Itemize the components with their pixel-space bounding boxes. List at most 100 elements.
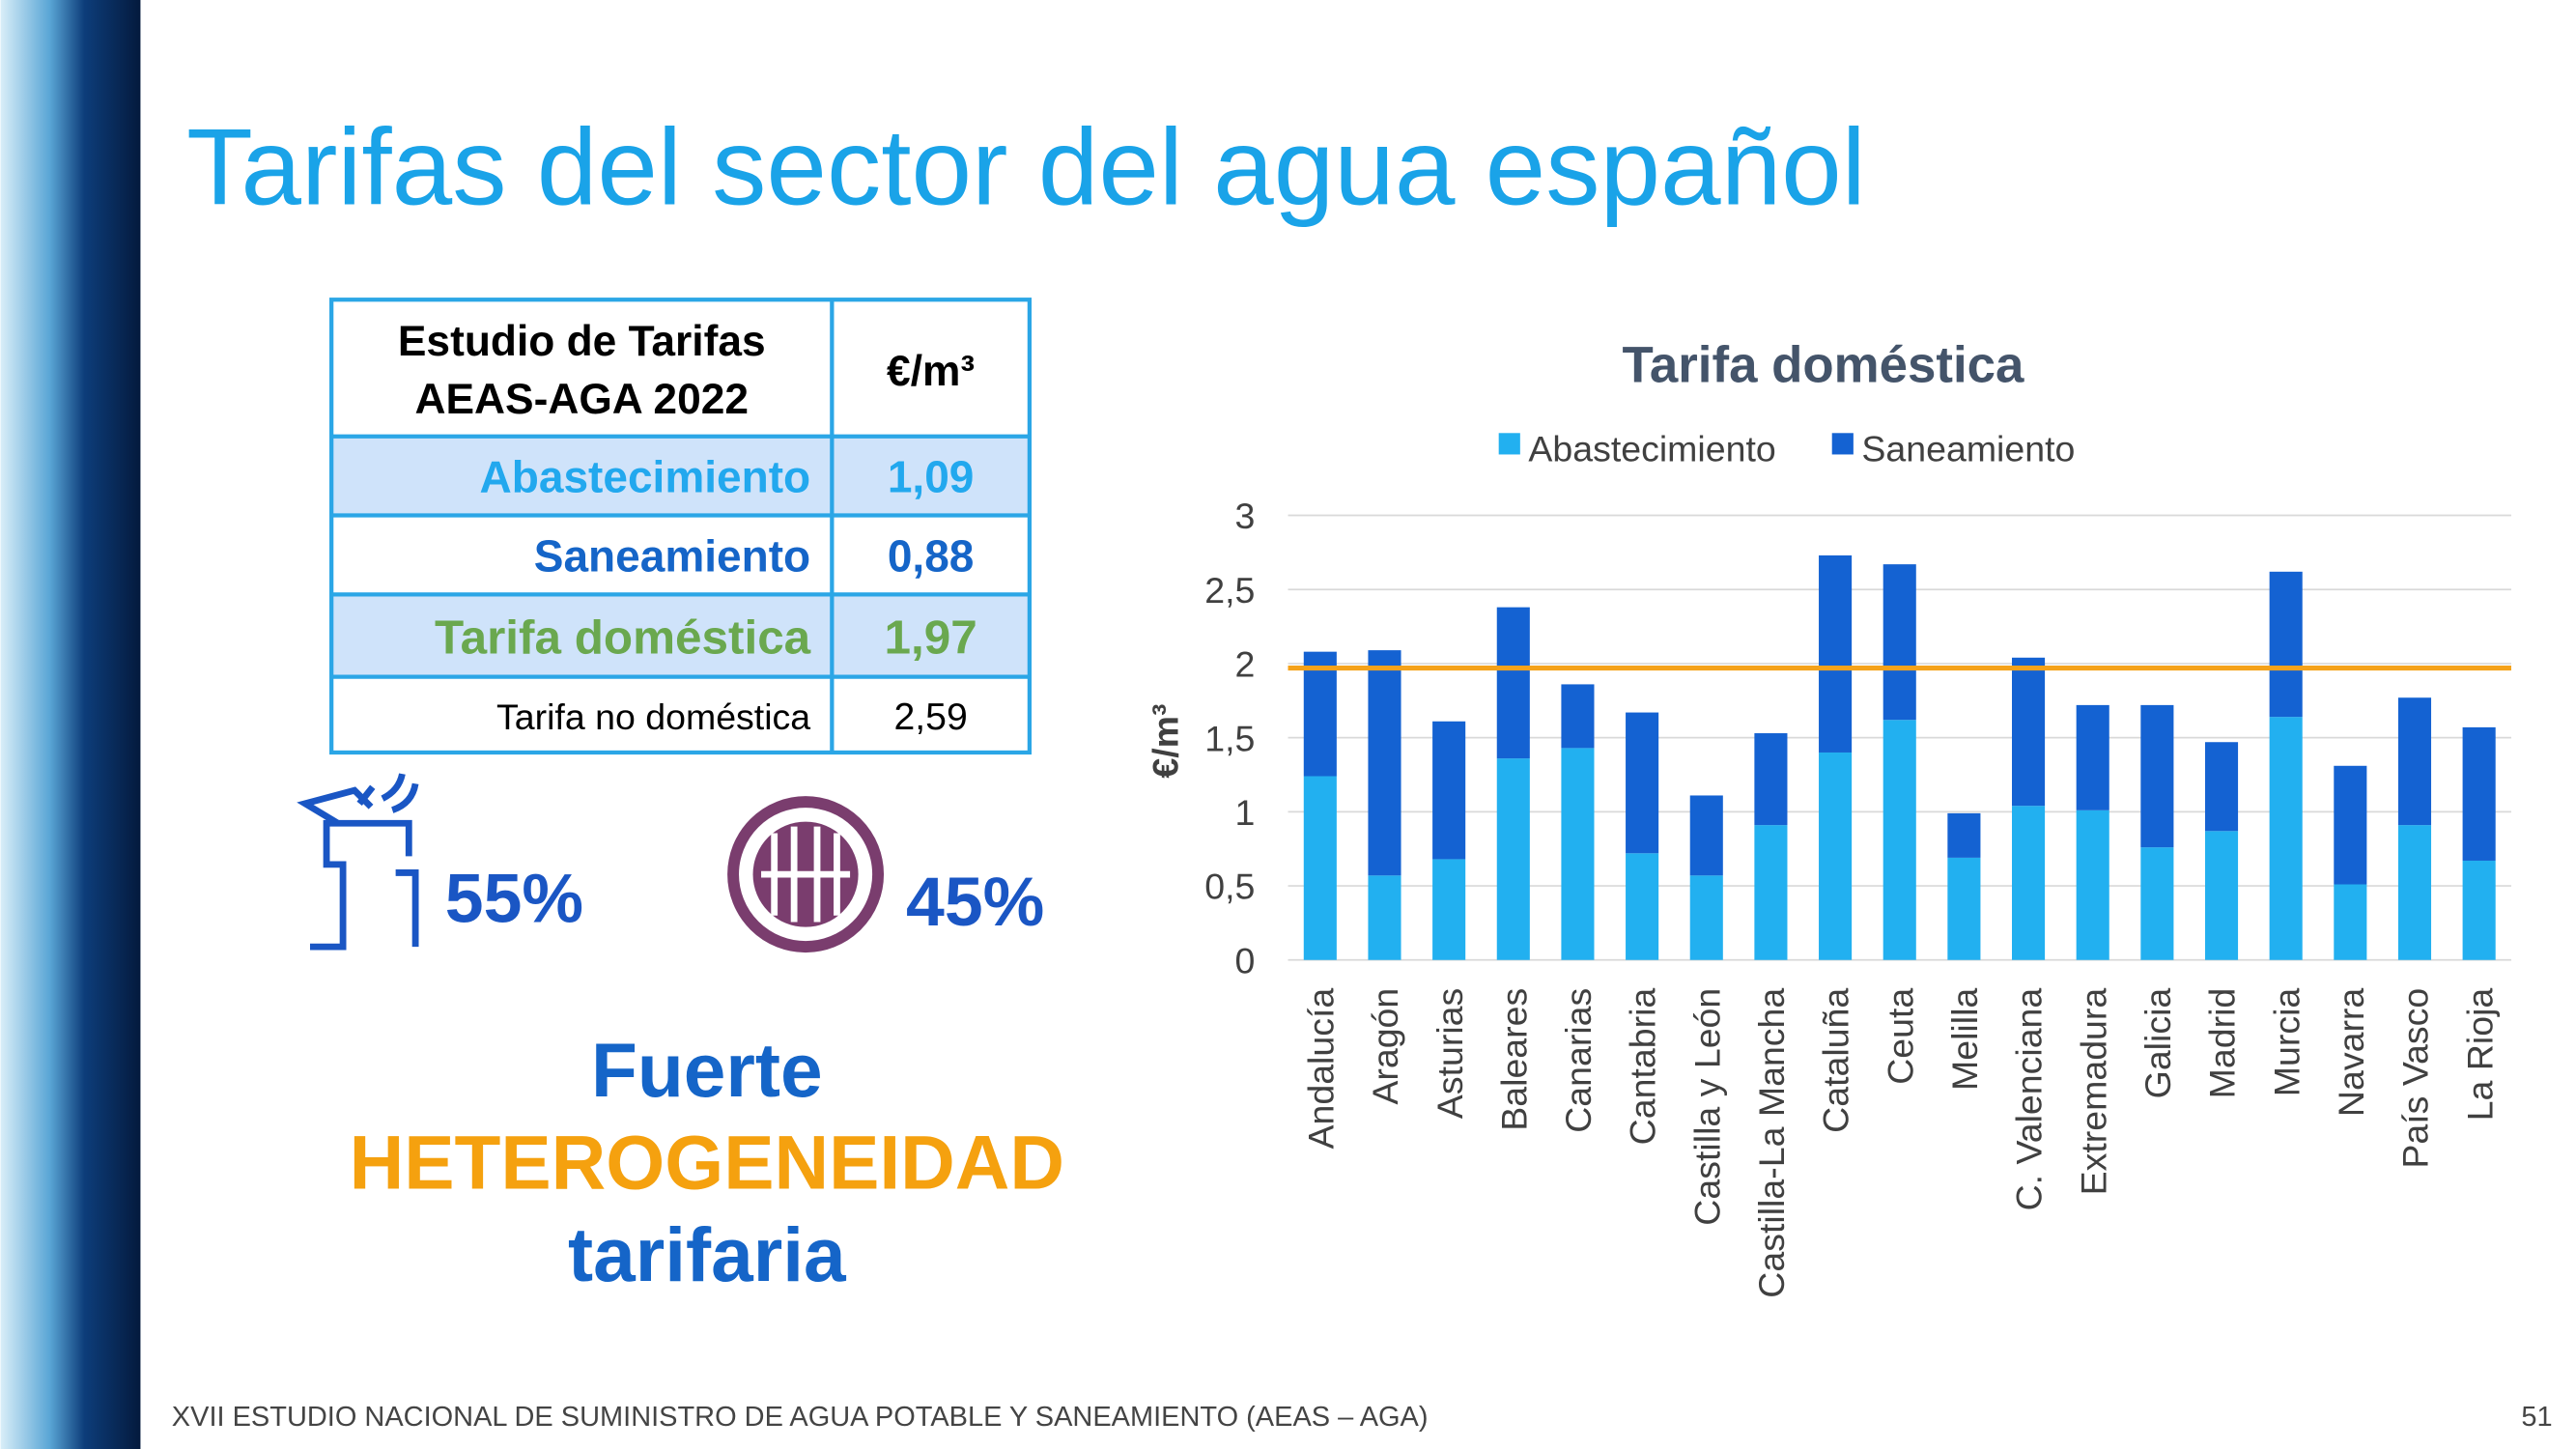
bar-segment [2204, 831, 2239, 960]
bar-segment [2140, 847, 2174, 960]
callout-text: Fuerte [591, 1028, 823, 1113]
bar-segment [1561, 684, 1595, 749]
table-unit-header: €/m³ [887, 348, 975, 395]
legend-swatch [1498, 433, 1520, 455]
bar-segment [1368, 650, 1401, 876]
bar-segment [1754, 733, 1788, 826]
bar-segment [1882, 720, 1916, 960]
x-tick-label: Baleares [1493, 988, 1534, 1131]
x-tick-label: País Vasco [2395, 988, 2436, 1169]
table-header: AEAS-AGA 2022 [415, 376, 749, 423]
bar-segment [1496, 607, 1530, 759]
x-tick-label: Cantabria [1623, 988, 1663, 1146]
x-tick-label: Andalucía [1300, 988, 1341, 1150]
bar-segment [2397, 697, 2432, 826]
bar-segment [2269, 717, 2303, 960]
footer: XVII ESTUDIO NACIONAL DE SUMINISTRO DE A… [172, 1402, 1429, 1433]
bar-segment [1754, 825, 1788, 960]
bar-segment [1368, 875, 1401, 960]
bar-segment [2204, 742, 2239, 832]
x-tick-label: Melilla [1944, 988, 1985, 1091]
bar-segment [1561, 748, 1595, 960]
x-tick-label: Ceuta [1880, 988, 1920, 1085]
y-tick-label: 2,5 [1204, 570, 1255, 611]
bar-segment [1432, 721, 1466, 860]
callout-text: tarifaria [568, 1212, 847, 1297]
y-tick-label: 1 [1235, 792, 1256, 833]
drain-icon [727, 796, 885, 953]
table-border [329, 298, 1033, 755]
y-tick-label: 1,5 [1204, 718, 1255, 758]
chart-title: Tarifa doméstica [1623, 336, 2025, 393]
faucet-icon [297, 773, 419, 951]
x-tick-label: C. Valenciana [2009, 988, 2050, 1211]
legend-label: Saneamiento [1861, 428, 2075, 469]
share-label: 45% [906, 864, 1044, 941]
callout-text: HETEROGENEIDAD [350, 1121, 1064, 1206]
x-tick-label: Aragón [1365, 988, 1405, 1105]
table-cell: Saneamiento [534, 530, 810, 581]
slide-title: Tarifas del sector del agua español [186, 105, 1866, 227]
legend-label: Abastecimiento [1528, 428, 1775, 469]
bar-segment [2012, 657, 2046, 807]
bar-segment [2269, 571, 2303, 718]
x-tick-label: Galicia [2137, 988, 2178, 1099]
bar-segment [1882, 564, 1916, 721]
x-tick-label: Cataluña [1816, 988, 1856, 1133]
x-tick-label: La Rioja [2459, 988, 2500, 1122]
bar-segment [2076, 704, 2109, 810]
bar-segment [1626, 712, 1659, 854]
x-tick-label: Madrid [2202, 988, 2243, 1099]
table-cell: Tarifa doméstica [435, 611, 811, 665]
bar-segment [2076, 810, 2109, 960]
bar-segment [1432, 859, 1466, 960]
bar-segment [2140, 704, 2174, 848]
y-axis-label: €/m³ [1145, 703, 1185, 778]
table-cell: 1,97 [885, 611, 977, 665]
x-tick-label: Navarra [2331, 988, 2371, 1118]
table-cell: 2,59 [893, 696, 967, 738]
table-header-cell [331, 299, 1030, 437]
x-tick-label: Asturias [1430, 988, 1470, 1119]
bar-segment [2462, 860, 2496, 960]
x-tick-label: Canarias [1558, 988, 1599, 1133]
bar-segment [1303, 651, 1337, 777]
bar-segment [1947, 857, 1981, 960]
table-cell: Tarifa no doméstica [496, 696, 810, 737]
table-cell: Abastecimiento [480, 452, 811, 502]
bar-segment [2012, 806, 2046, 960]
table-cell: 0,88 [888, 530, 975, 581]
bar-segment [1496, 758, 1530, 960]
table-row [331, 436, 1030, 516]
y-tick-label: 0,5 [1204, 867, 1255, 907]
bar-segment [1819, 554, 1853, 753]
legend-swatch [1831, 433, 1854, 455]
table-row [331, 594, 1030, 677]
share-label: 55% [445, 861, 583, 938]
tariff-table: Estudio de Tarifas AEAS-AGA 2022 €/m³ Ab… [329, 298, 1033, 755]
x-tick-label: Murcia [2266, 988, 2307, 1097]
x-tick-label: Castilla-La Mancha [1751, 988, 1792, 1298]
table-row [331, 515, 1030, 595]
bar-segment [2334, 765, 2367, 885]
bar-segment [2334, 884, 2367, 960]
bar-segment [1689, 795, 1723, 876]
y-tick-label: 3 [1235, 496, 1256, 536]
side-band [0, 0, 141, 1449]
x-tick-label: Extremadura [2073, 988, 2113, 1196]
bar-segment [2462, 726, 2496, 861]
bar-segment [1303, 776, 1337, 960]
bar-segment [1689, 875, 1723, 960]
bar-segment [2397, 825, 2432, 960]
y-tick-label: 0 [1235, 940, 1256, 980]
table-header: Estudio de Tarifas [398, 318, 766, 365]
bar-segment [1947, 812, 1981, 858]
x-tick-label: Castilla y León [1686, 988, 1727, 1226]
y-tick-label: 2 [1235, 644, 1256, 685]
chart: Tarifa doméstica €/m³ 0 0,5 1 1,5 2 2,5 3 Abast… [1145, 336, 2511, 1298]
page-number: 51 [2521, 1402, 2552, 1433]
table-cell: 1,09 [888, 452, 975, 502]
table-row [331, 676, 1030, 753]
